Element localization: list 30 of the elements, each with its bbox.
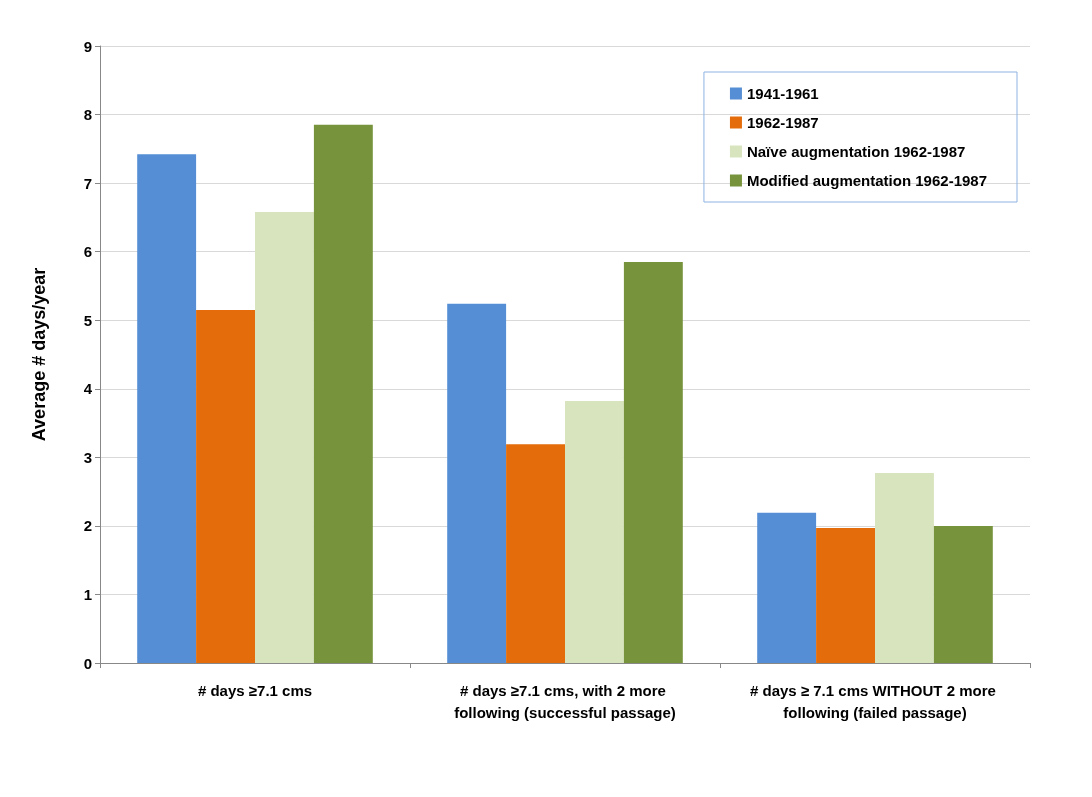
bar (816, 527, 875, 663)
y-tick-label: 5 (83, 311, 92, 329)
bar (933, 525, 993, 663)
bar (506, 444, 565, 663)
x-tick-label: # days ≥ 7.1 cms WITHOUT 2 more following (failed passage) (750, 681, 1000, 721)
bar (447, 303, 507, 663)
x-tick-label: # days ≥7.1 cms, with 2 more following (successful passage) (454, 681, 676, 721)
legend-label: 1941-1961 (746, 85, 819, 102)
y-axis-title: Average # days/year (29, 267, 49, 442)
y-tick-label: 9 (83, 37, 92, 55)
bar (196, 309, 255, 663)
bar (255, 211, 314, 663)
bar (757, 512, 817, 663)
bar (565, 401, 624, 663)
y-tick-label: 7 (83, 174, 92, 192)
y-tick-label: 8 (83, 106, 92, 124)
y-tick-label: 4 (83, 380, 93, 398)
y-tick-label: 0 (83, 654, 92, 672)
y-tick-label: 3 (83, 448, 92, 466)
legend-label: Modified augmentation 1962-1987 (746, 172, 987, 189)
y-tick-label: 2 (83, 517, 92, 535)
y-tick-label: 1 (83, 585, 92, 603)
bar (313, 124, 373, 663)
bar (137, 154, 197, 663)
bar (623, 261, 683, 663)
x-tick-label: # days ≥7.1 cms (197, 681, 313, 699)
bar (875, 473, 934, 663)
legend-label: 1962-1987 (746, 114, 819, 131)
legend-label: Naïve augmentation 1962-1987 (746, 143, 966, 160)
y-tick-label: 6 (83, 243, 92, 261)
